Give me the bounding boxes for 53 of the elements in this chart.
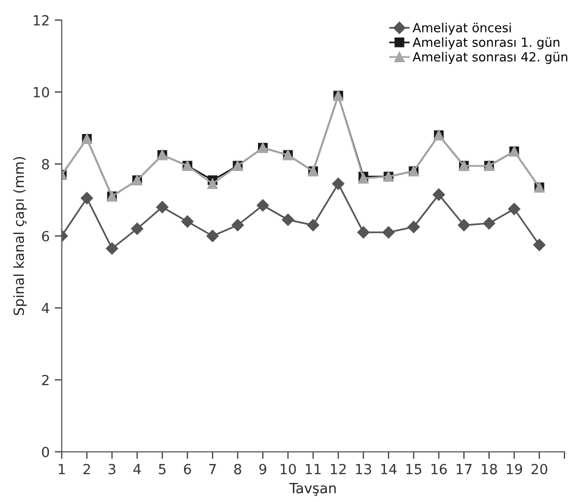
x-tick-label: 15 (406, 464, 422, 474)
x-tick-label: 13 (356, 464, 372, 474)
point (80, 192, 93, 204)
point (458, 219, 470, 232)
point (408, 220, 420, 234)
point (256, 199, 269, 212)
legend-label: Ameliyat sonrası 1. gün (412, 37, 560, 50)
x-tick-label: 2 (83, 464, 90, 474)
point (358, 173, 369, 184)
x-tick-label: 14 (381, 464, 397, 474)
point (206, 230, 219, 242)
point (482, 217, 496, 230)
x-tick-label: 11 (306, 464, 321, 474)
point (207, 178, 218, 189)
x-axis-title: Tavşan (289, 483, 336, 496)
x-tick-label: 12 (330, 464, 346, 474)
y-tick-label: 8 (42, 158, 49, 170)
point (307, 219, 320, 232)
point (282, 214, 294, 226)
point (232, 219, 244, 232)
y-tick-label: 10 (34, 87, 50, 98)
x-tick-label: 5 (158, 464, 166, 474)
point (432, 188, 445, 201)
point (131, 222, 144, 235)
x-tick-label: 20 (532, 464, 548, 474)
x-tick-label: 4 (133, 464, 141, 474)
y-tick-label: 4 (42, 303, 50, 314)
point (106, 242, 118, 255)
y-axis-title: Spinal kanal çapı (mm) (13, 157, 27, 316)
y-tick-label: 12 (34, 15, 49, 26)
x-tick-label: 7 (209, 464, 216, 474)
x-tick-label: 16 (431, 464, 447, 474)
point (181, 215, 194, 228)
x-tick-label: 18 (482, 464, 497, 474)
legend-label: Ameliyat öncesi (412, 22, 511, 35)
x-tick-label: 6 (184, 464, 191, 474)
point (156, 201, 168, 214)
y-tick-label: 2 (42, 374, 49, 386)
point (533, 238, 546, 252)
x-tick-label: 10 (280, 464, 296, 474)
point (332, 178, 344, 190)
x-tick-label: 3 (108, 464, 116, 474)
y-tick-label: 0 (42, 446, 50, 458)
x-tick-label: 19 (506, 464, 522, 474)
point (382, 226, 395, 238)
x-tick-label: 9 (259, 464, 266, 474)
x-tick-label: 17 (456, 464, 472, 474)
point (357, 226, 370, 238)
x-tick-label: 8 (234, 464, 242, 474)
x-tick-label: 1 (58, 464, 65, 474)
point (508, 202, 520, 216)
y-tick-label: 6 (42, 230, 50, 242)
legend-label: Ameliyat sonrası 42. gün (412, 52, 568, 64)
